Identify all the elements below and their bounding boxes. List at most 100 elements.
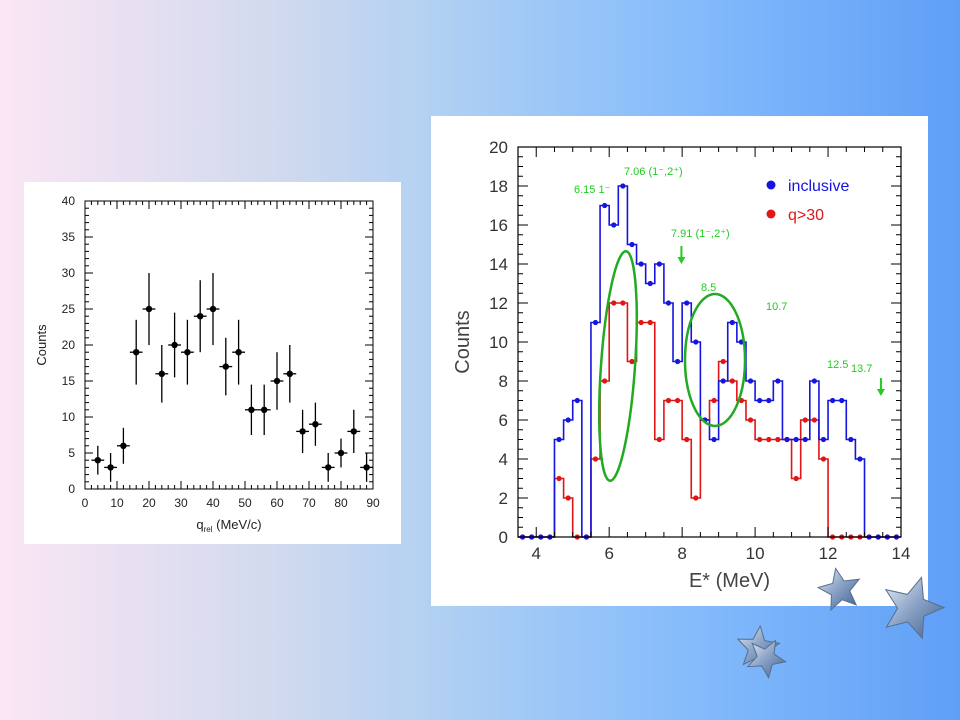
y-axis-label: Counts <box>452 310 474 373</box>
x-tick-label: 30 <box>174 496 188 510</box>
peak-annotation: 7.91 (1⁻,2⁺) <box>671 228 730 240</box>
data-point <box>347 409 361 453</box>
series-point <box>775 436 781 443</box>
series-point <box>775 378 781 384</box>
star-icon <box>746 639 787 680</box>
series-step-line <box>518 185 901 538</box>
series-point <box>638 319 644 326</box>
data-marker <box>94 457 102 464</box>
data-marker <box>197 313 204 320</box>
y-tick-label: 0 <box>499 528 508 547</box>
data-marker <box>261 406 268 413</box>
data-point <box>257 384 271 435</box>
x-tick-label: 80 <box>334 496 348 510</box>
series-point <box>711 436 717 443</box>
x-tick-label: 10 <box>746 544 765 563</box>
series-point <box>802 436 808 443</box>
x-tick-label: 90 <box>366 496 380 510</box>
data-marker <box>312 421 319 428</box>
series-point <box>611 222 617 228</box>
y-tick-label: 2 <box>499 489 508 508</box>
series-point <box>711 397 717 404</box>
series-point <box>592 456 599 462</box>
star-icon <box>736 567 946 680</box>
data-point <box>309 402 322 446</box>
star-icon <box>884 576 946 640</box>
series-point <box>620 183 626 189</box>
series-point <box>574 397 580 404</box>
y-tick-label: 12 <box>489 294 508 313</box>
series-point <box>629 358 635 365</box>
series-inclusive <box>518 183 901 540</box>
series-point <box>693 339 699 345</box>
series-point <box>793 436 799 443</box>
x-axis-label-symbol: q <box>196 517 203 532</box>
data-marker <box>337 449 345 457</box>
decorative-stars <box>720 560 960 720</box>
series-point <box>647 280 653 287</box>
y-tick-label: 40 <box>62 194 76 208</box>
data-marker <box>145 305 153 313</box>
series-point <box>766 436 772 443</box>
series-point <box>602 202 608 209</box>
series-point <box>793 475 799 482</box>
x-tick-label: 70 <box>302 496 316 510</box>
series-point <box>729 319 735 326</box>
data-point <box>104 453 117 482</box>
series-point <box>665 300 672 306</box>
data-point <box>321 453 335 482</box>
data-marker <box>107 464 114 471</box>
data-point <box>283 345 297 403</box>
data-marker <box>158 370 165 377</box>
data-point <box>232 319 245 385</box>
series-point <box>674 397 681 404</box>
series-point <box>656 436 662 443</box>
data-point <box>129 319 143 385</box>
series-point <box>684 436 690 443</box>
data-marker <box>248 406 255 413</box>
series-point <box>693 495 699 501</box>
legend: inclusive q>30 <box>766 178 849 224</box>
x-axis-label: qrel (MeV/c) <box>196 517 261 534</box>
data-point <box>360 453 373 482</box>
y-tick-label: 18 <box>489 177 508 196</box>
series-point <box>857 456 863 462</box>
y-tick-label: 20 <box>489 138 508 157</box>
x-axis-label-unit: (MeV/c) <box>213 517 262 532</box>
legend-label: q>30 <box>788 207 824 224</box>
legend-label: inclusive <box>788 178 849 195</box>
x-tick-label: 60 <box>270 496 284 510</box>
x-tick-label: 4 <box>532 544 541 563</box>
highlight-ellipse <box>597 250 639 482</box>
peak-annotation: 8.5 <box>701 282 716 294</box>
x-tick-label: 8 <box>677 544 686 563</box>
series-point <box>830 397 836 404</box>
left-chart-panel: 0 10 20 30 40 50 60 70 80 90 0 5 10 15 20 25 30 35 40 Count… <box>24 182 401 544</box>
data-point <box>296 409 309 453</box>
data-marker <box>120 442 127 449</box>
series-point <box>720 358 726 365</box>
y-tick-label: 10 <box>489 333 508 352</box>
series-point <box>757 397 763 404</box>
series-point <box>638 261 644 267</box>
peak-arrow <box>677 246 686 264</box>
y-tick-label: 16 <box>489 216 508 235</box>
series-point <box>811 417 817 423</box>
data-marker <box>209 305 217 313</box>
series-point <box>565 495 571 501</box>
x-tick-label: 12 <box>819 544 838 563</box>
peak-annotation: 13.7 <box>851 363 872 375</box>
data-marker <box>299 428 306 435</box>
data-point <box>193 280 207 353</box>
data-point <box>91 445 105 475</box>
y-tick-label: 30 <box>62 266 76 280</box>
y-tick-label: 25 <box>62 302 76 316</box>
y-axis-label: Counts <box>34 324 49 366</box>
legend-marker <box>766 180 776 190</box>
y-tick-label: 15 <box>62 374 76 388</box>
x-tick-label: 20 <box>142 496 156 510</box>
y-tick-label: 4 <box>499 450 508 469</box>
series-point <box>665 397 672 404</box>
y-tick-label: 14 <box>489 255 508 274</box>
series-point <box>820 436 827 443</box>
